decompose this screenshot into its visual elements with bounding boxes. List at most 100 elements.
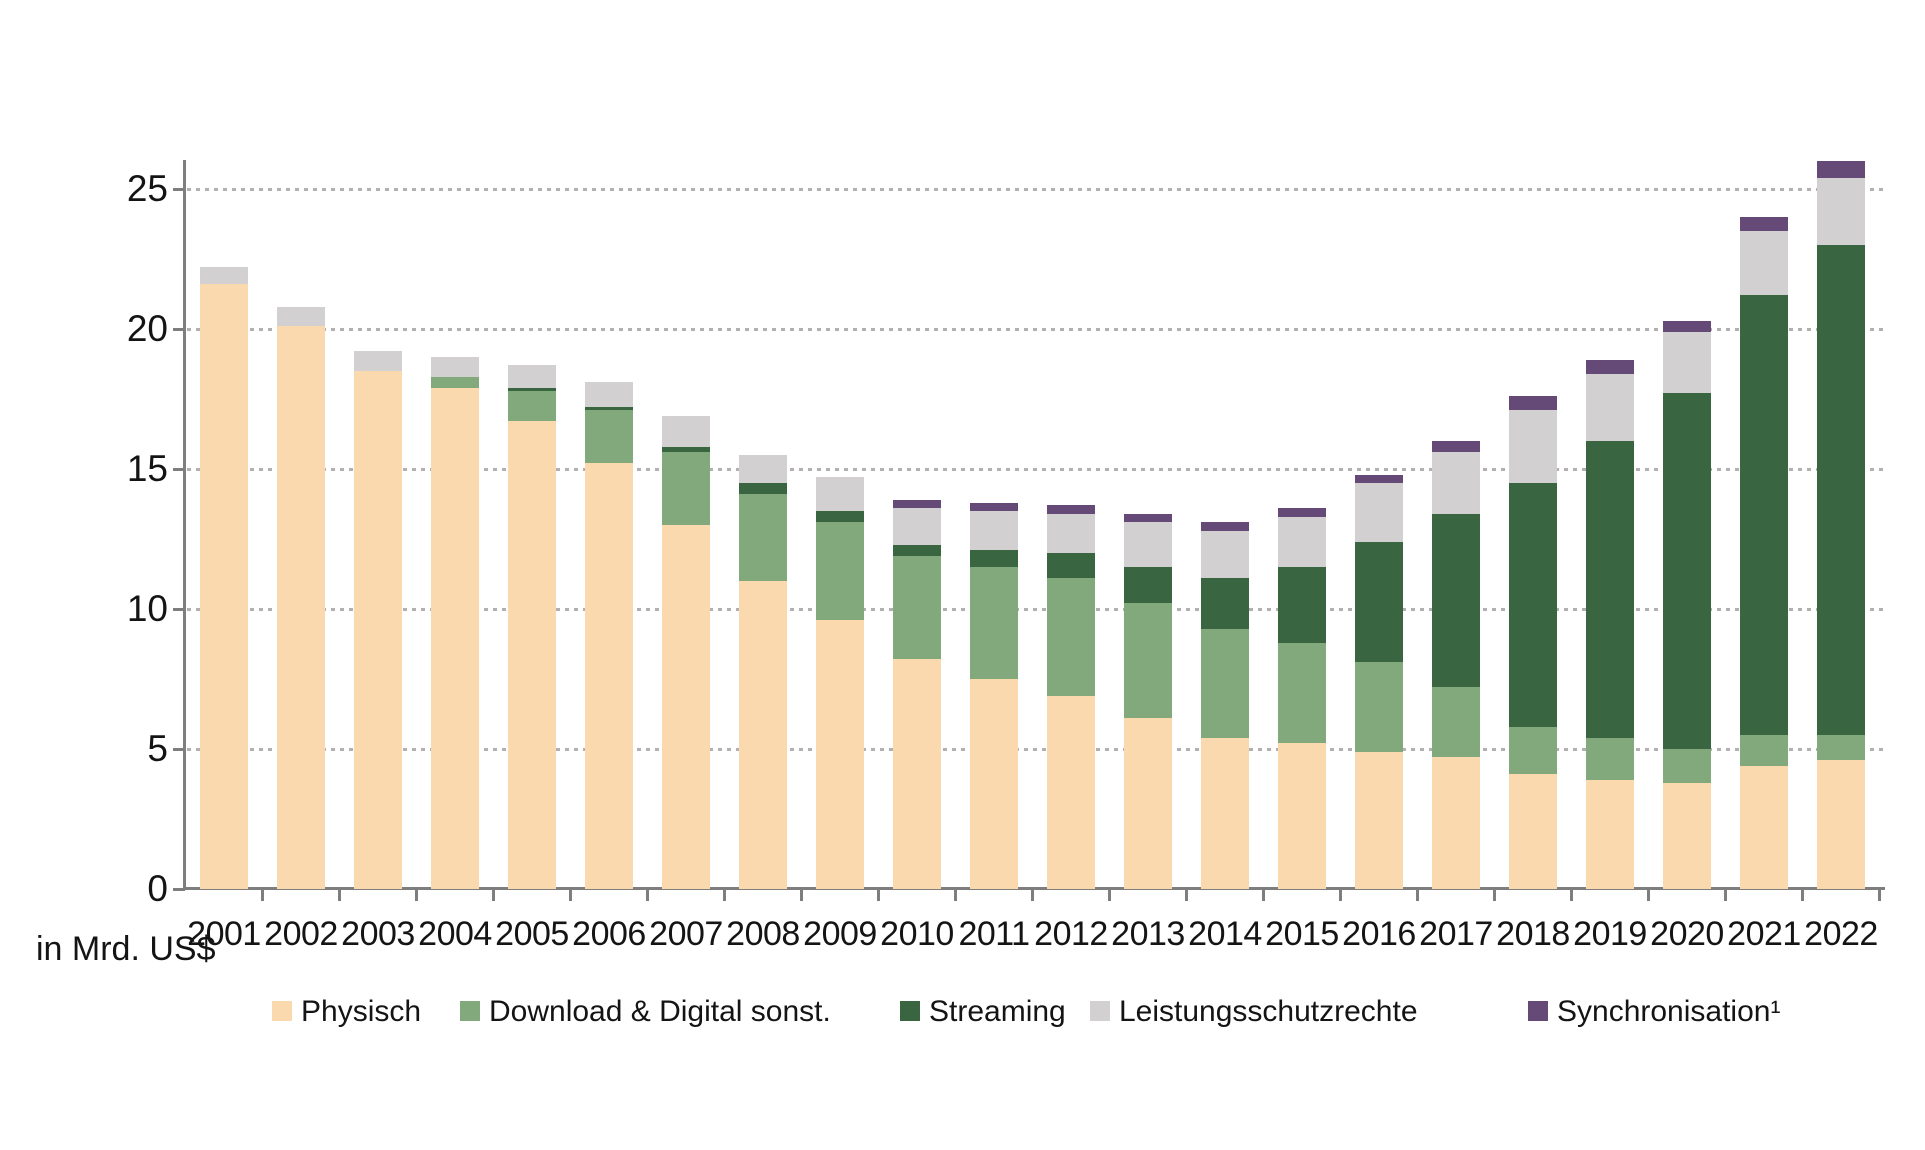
y-axis-tick-0 (173, 888, 185, 891)
bar-2014 (1201, 522, 1249, 889)
segment-physisch-2014 (1201, 737, 1249, 889)
bar-2006 (585, 382, 633, 889)
x-axis-tick-2018 (1570, 890, 1573, 901)
y-axis-tick-25 (173, 188, 185, 191)
segment-physisch-2011 (970, 679, 1018, 889)
segment-physisch-2019 (1586, 779, 1634, 889)
x-axis-label-2019: 2019 (1573, 915, 1647, 953)
x-axis-label-2002: 2002 (264, 915, 338, 953)
y-axis-tick-5 (173, 748, 185, 751)
segment-streaming-2005 (508, 387, 556, 391)
segment-streaming-2010 (893, 544, 941, 556)
segment-download-digital-sonst--2013 (1124, 603, 1172, 719)
segment-physisch-2006 (585, 463, 633, 889)
segment-streaming-2011 (970, 550, 1018, 567)
segment-leistungsschutzrechte-2001 (200, 267, 248, 285)
segment-leistungsschutzrechte-2020 (1663, 331, 1711, 394)
segment-streaming-2009 (816, 511, 864, 523)
y-axis-line (183, 160, 186, 890)
bar-2001 (200, 267, 248, 889)
segment-streaming-2021 (1740, 295, 1788, 736)
x-axis-tick-2015 (1339, 890, 1342, 901)
bar-2016 (1355, 474, 1403, 889)
y-axis-unit-label: in Mrd. US$ (36, 930, 216, 968)
gridline-5 (187, 748, 1883, 751)
segment-leistungsschutzrechte-2021 (1740, 231, 1788, 296)
segment-synchronisation--2019 (1586, 359, 1634, 374)
segment-leistungsschutzrechte-2009 (816, 477, 864, 512)
segment-streaming-2017 (1432, 513, 1480, 688)
gridline-25 (187, 188, 1883, 191)
legend-label: Physisch (301, 995, 422, 1028)
legend-item-synchronisation-: Synchronisation¹ (1528, 997, 1780, 1027)
legend-swatch-icon (272, 1001, 292, 1021)
segment-synchronisation--2020 (1663, 320, 1711, 332)
segment-leistungsschutzrechte-2004 (431, 357, 479, 377)
x-axis-label-2007: 2007 (649, 915, 723, 953)
segment-streaming-2012 (1047, 553, 1095, 579)
bar-2021 (1740, 217, 1788, 889)
x-axis-label-2021: 2021 (1727, 915, 1801, 953)
bar-2004 (431, 357, 479, 889)
x-axis-tick-2016 (1416, 890, 1419, 901)
y-axis-tick-label-20: 20 (126, 308, 168, 349)
segment-download-digital-sonst--2018 (1509, 726, 1557, 775)
legend-item-streaming: Streaming (900, 997, 1066, 1027)
segment-physisch-2016 (1355, 751, 1403, 889)
segment-download-digital-sonst--2021 (1740, 735, 1788, 766)
x-axis-label-2009: 2009 (803, 915, 877, 953)
segment-physisch-2020 (1663, 782, 1711, 889)
bar-2015 (1278, 508, 1326, 889)
legend-label: Leistungsschutzrechte (1119, 995, 1418, 1028)
x-axis-label-2010: 2010 (880, 915, 954, 953)
y-axis-tick-10 (173, 608, 185, 611)
legend-label: Streaming (929, 995, 1066, 1028)
segment-synchronisation--2013 (1124, 513, 1172, 523)
x-axis-tick-2013 (1185, 890, 1188, 901)
bar-2019 (1586, 359, 1634, 889)
legend-item-physisch: Physisch (272, 997, 421, 1027)
bar-2017 (1432, 441, 1480, 889)
segment-leistungsschutzrechte-2008 (739, 455, 787, 484)
x-axis-tick-2004 (492, 890, 495, 901)
segment-synchronisation--2010 (893, 499, 941, 509)
segment-leistungsschutzrechte-2007 (662, 415, 710, 447)
legend-item-leistungsschutzrechte: Leistungsschutzrechte (1090, 997, 1418, 1027)
segment-download-digital-sonst--2009 (816, 522, 864, 621)
segment-leistungsschutzrechte-2003 (354, 351, 402, 371)
segment-leistungsschutzrechte-2010 (893, 508, 941, 545)
segment-physisch-2002 (277, 326, 325, 889)
segment-leistungsschutzrechte-2006 (585, 382, 633, 408)
bar-2009 (816, 477, 864, 889)
segment-leistungsschutzrechte-2012 (1047, 513, 1095, 554)
x-axis-label-2020: 2020 (1650, 915, 1724, 953)
segment-streaming-2020 (1663, 393, 1711, 750)
gridline-10 (187, 608, 1883, 611)
x-axis-tick-2014 (1262, 890, 1265, 901)
x-axis-tick-2008 (800, 890, 803, 901)
segment-streaming-2018 (1509, 483, 1557, 727)
segment-synchronisation--2014 (1201, 522, 1249, 531)
bar-2002 (277, 306, 325, 889)
bar-2007 (662, 415, 710, 889)
x-axis-label-2003: 2003 (341, 915, 415, 953)
x-axis-label-2016: 2016 (1342, 915, 1416, 953)
segment-physisch-2013 (1124, 718, 1172, 889)
x-axis-label-2015: 2015 (1265, 915, 1339, 953)
segment-leistungsschutzrechte-2014 (1201, 530, 1249, 579)
segment-streaming-2013 (1124, 567, 1172, 604)
segment-streaming-2007 (662, 446, 710, 453)
x-axis-tick-2020 (1724, 890, 1727, 901)
segment-download-digital-sonst--2019 (1586, 737, 1634, 780)
bar-2005 (508, 365, 556, 889)
x-axis-tick-2011 (1031, 890, 1034, 901)
segment-physisch-2007 (662, 525, 710, 889)
segment-download-digital-sonst--2007 (662, 452, 710, 525)
bar-2003 (354, 351, 402, 889)
segment-synchronisation--2012 (1047, 505, 1095, 514)
segment-streaming-2019 (1586, 441, 1634, 738)
bar-2011 (970, 502, 1018, 889)
segment-download-digital-sonst--2020 (1663, 749, 1711, 783)
bar-2008 (739, 455, 787, 889)
segment-physisch-2022 (1817, 760, 1865, 889)
